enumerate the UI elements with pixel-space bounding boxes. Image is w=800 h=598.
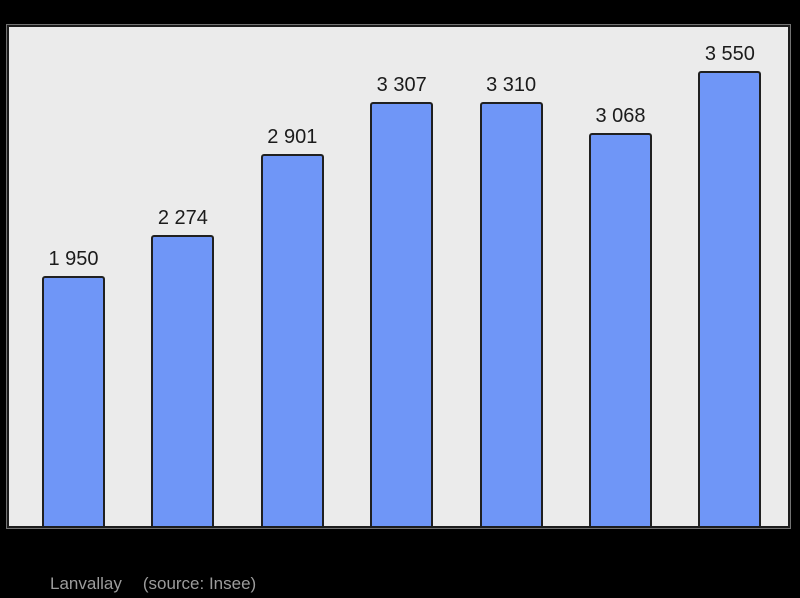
bar xyxy=(151,235,215,526)
bar-value-label: 2 274 xyxy=(157,207,208,229)
bar-value-label: 3 307 xyxy=(376,74,427,96)
bar xyxy=(260,154,324,526)
bar-value-label: 2 901 xyxy=(267,126,318,148)
bar xyxy=(479,102,543,526)
bar xyxy=(42,276,105,526)
plot-area: 1 950 2 274 2 901 3 307 3 310 3 068 3 550 xyxy=(9,27,788,526)
plot-frame: 1 950 2 274 2 901 3 307 3 310 3 068 3 550 xyxy=(7,25,790,528)
caption-commune-name: Lanvallay xyxy=(50,574,122,593)
bar xyxy=(698,71,762,526)
bar-value-label: 3 068 xyxy=(595,105,646,127)
bar-value-label: 3 310 xyxy=(486,74,537,96)
bar-value-label: 3 550 xyxy=(704,43,755,65)
caption-source: (source: Insee) xyxy=(142,574,257,593)
bar-value-label: 1 950 xyxy=(48,248,99,270)
bar xyxy=(370,102,434,526)
chart-caption: Lanvallay (source: Insee) xyxy=(50,574,256,594)
bar xyxy=(589,133,652,526)
